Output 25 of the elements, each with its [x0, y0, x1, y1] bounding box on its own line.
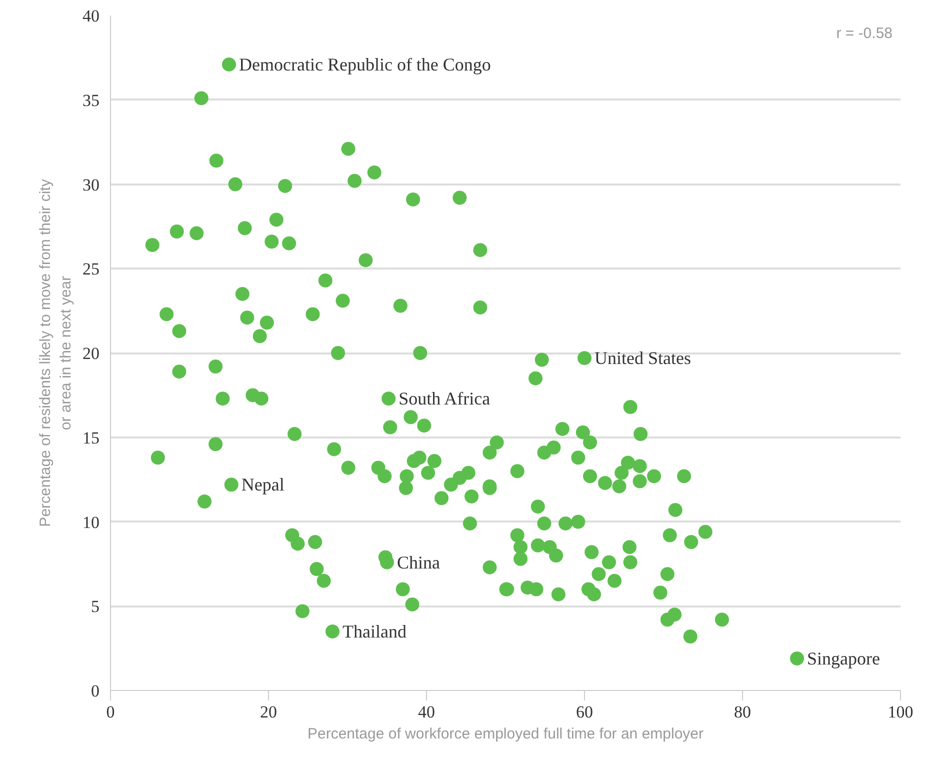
annotation: Democratic Republic of the Congo [239, 54, 491, 74]
y-axis-title: Percentage of residents likely to move from their city or area in the next year [37, 178, 74, 527]
y-tick-label: 5 [91, 597, 100, 616]
y-tick-label: 25 [82, 260, 100, 279]
x-tick-label: 40 [418, 702, 435, 722]
y-tick-label: 15 [82, 428, 100, 448]
x-tick-label: 0 [106, 702, 115, 722]
x-tick-label: 80 [734, 702, 751, 722]
x-tick-label: 20 [260, 702, 277, 722]
y-tick-label: 10 [82, 512, 100, 532]
y-tick-label: 20 [82, 344, 100, 363]
annotation: Singapore [807, 648, 880, 668]
x-tick-label: 100 [888, 702, 914, 722]
annotation: Nepal [241, 474, 284, 495]
y-tick-label: 30 [82, 175, 100, 194]
y-tick-label: 0 [91, 682, 100, 700]
x-axis-title: Percentage of workforce employed full time for an employer [307, 726, 704, 742]
y-tick-label: 40 [82, 6, 100, 26]
annotation: Thailand [342, 621, 406, 642]
x-tick-label: 60 [576, 702, 593, 722]
annotation: South Africa [398, 388, 490, 409]
annotation: United States [594, 348, 691, 368]
annotation: r = -0.58 [836, 25, 892, 42]
annotation: China [397, 552, 440, 572]
y-tick-label: 35 [82, 90, 100, 110]
